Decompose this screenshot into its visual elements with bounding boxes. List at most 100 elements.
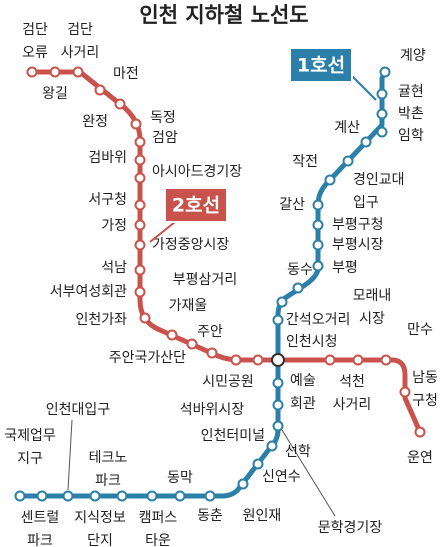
- station-label-line: 부평시장: [332, 237, 384, 253]
- station-label: 동춘: [197, 508, 223, 524]
- label-leader: [67, 419, 73, 491]
- station-label: 테크노 파크: [89, 450, 128, 489]
- station-label-line: 검단: [67, 22, 93, 38]
- station-label-line: 작전: [292, 154, 318, 170]
- station-label-line: 인천터미널: [201, 428, 265, 444]
- station-label-line: 귤현: [398, 84, 424, 100]
- station: [62, 490, 74, 502]
- station-label-line: 석바위시장: [180, 402, 245, 418]
- station: [292, 282, 304, 294]
- station-label-line: 문학경기장: [318, 520, 383, 536]
- station-label-line: 완정: [82, 114, 108, 130]
- station: [376, 88, 388, 100]
- station-label-line: 입구: [353, 195, 379, 211]
- station-label: 서부여성회관: [50, 284, 127, 300]
- station-label: 가정: [101, 218, 127, 234]
- station-label: 모래내 시장: [353, 288, 392, 327]
- station-label: 계양: [400, 48, 426, 64]
- station: [376, 126, 388, 138]
- station: [36, 490, 48, 502]
- station-label: 인천터미널: [201, 428, 265, 444]
- station-label-line: 파크: [27, 533, 53, 547]
- station-label-line: 검암: [152, 130, 178, 146]
- station: [134, 239, 146, 251]
- station: [134, 286, 146, 298]
- station-label: 신연수: [262, 469, 301, 485]
- station: [134, 199, 146, 211]
- station-label: 동막: [167, 470, 193, 486]
- station: [272, 377, 284, 389]
- station: [272, 420, 284, 432]
- station-label: 서구청: [88, 192, 127, 208]
- station-label: 시민공원: [202, 374, 254, 390]
- label-leader: [281, 429, 336, 517]
- station-label: 완정: [82, 114, 108, 130]
- station-label: 검단 사거리: [61, 22, 100, 61]
- station-label-line: 독정: [150, 110, 176, 126]
- station-label: 예술 회관: [290, 373, 316, 412]
- station-label-line: 운연: [407, 450, 433, 466]
- station-label-line: 센트럴: [21, 510, 60, 526]
- station-label-line: 서구청: [88, 192, 127, 208]
- line-name: 2호선: [172, 195, 220, 217]
- station-label-line: 타운: [145, 533, 171, 547]
- station-label: 만수: [407, 322, 433, 338]
- station-label-line: 단지: [87, 533, 113, 547]
- station-label-line: 구청: [412, 393, 438, 409]
- station: [186, 338, 198, 350]
- station: [324, 174, 336, 186]
- station-label: 계산: [334, 120, 360, 136]
- station-label-line: 국제업무: [4, 428, 56, 444]
- interchange-station: [271, 353, 285, 367]
- station-label: 박촌: [398, 106, 424, 122]
- station-label: 부평시장: [332, 237, 384, 253]
- station-label-line: 부평삼거리: [173, 272, 237, 288]
- station-label-line: 원인재: [243, 508, 282, 524]
- station-label-line: 아시아드경기장: [152, 164, 242, 180]
- station-label-line: 부평구청: [332, 217, 384, 233]
- station: [134, 154, 146, 166]
- station-label-line: 석천: [339, 374, 365, 390]
- station: [252, 458, 264, 470]
- station: [14, 490, 26, 502]
- station: [324, 354, 336, 366]
- station-label: 경인교대 입구: [353, 172, 405, 211]
- badge-pointer: [351, 75, 377, 101]
- station: [266, 440, 278, 452]
- station-label-line: 동춘: [197, 508, 223, 524]
- station-label-line: 사거리: [333, 397, 372, 413]
- station: [166, 329, 178, 341]
- station: [312, 239, 324, 251]
- station: [26, 66, 38, 78]
- station-label-line: 갈산: [279, 197, 305, 213]
- station-label: 간석오거리: [286, 312, 350, 328]
- station: [174, 490, 186, 502]
- station-label-line: 마전: [113, 66, 139, 82]
- station-label-line: 동수: [287, 262, 313, 278]
- station-label-line: 가정중앙시장: [152, 237, 229, 253]
- station-label-line: 만수: [407, 322, 433, 338]
- station-label-line: 가정: [101, 218, 127, 234]
- station-label-line: 임학: [398, 128, 424, 144]
- station: [352, 354, 364, 366]
- station-label-line: 선학: [285, 444, 311, 460]
- station-label-line: 시민공원: [202, 374, 254, 390]
- station: [134, 264, 146, 276]
- station-label-line: 신연수: [262, 469, 301, 485]
- station-label-line: 주안국가산단: [109, 350, 186, 366]
- station-label: 인천대입구: [46, 402, 111, 418]
- badge-pointer: [149, 221, 176, 243]
- map-title: 인천 지하철 노선도: [139, 3, 308, 27]
- station-label: 국제업무 지구: [4, 428, 56, 467]
- station: [134, 172, 146, 184]
- station-label: 부평구청: [332, 217, 384, 233]
- station: [399, 386, 411, 398]
- station-label: 주안국가산단: [109, 350, 186, 366]
- station: [252, 354, 264, 366]
- station-label: 인천시청: [286, 334, 338, 350]
- station: [204, 490, 216, 502]
- station: [276, 296, 288, 308]
- station-label-line: 검바위: [88, 150, 127, 166]
- station: [312, 199, 324, 211]
